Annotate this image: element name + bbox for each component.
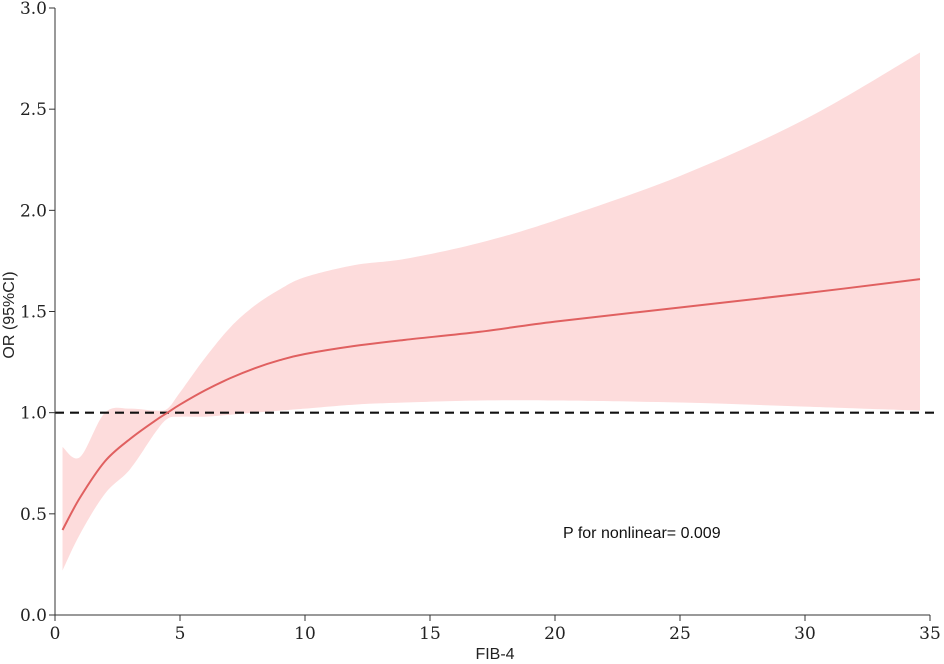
y-tick-label: 1.5 [20, 303, 47, 323]
x-axis-title: FIB-4 [475, 646, 514, 663]
x-tick-label: 35 [919, 624, 941, 644]
x-tick-label: 20 [544, 624, 566, 644]
y-tick-label: 2.0 [20, 201, 47, 221]
y-tick-label: 0.5 [20, 505, 47, 525]
y-tick-label: 0.0 [20, 606, 47, 626]
y-tick-label: 3.0 [20, 0, 47, 19]
y-axis-title: OR (95%CI) [1, 271, 18, 358]
x-ticks: 0 5 10 15 20 25 30 35 [50, 615, 941, 644]
x-tick-label: 5 [175, 624, 186, 644]
fit-line [61, 278, 921, 531]
x-tick-label: 0 [50, 624, 61, 644]
y-tick-label: 2.5 [20, 100, 47, 120]
nonlinear-p-annotation: P for nonlinear= 0.009 [563, 525, 721, 542]
confidence-band [62, 52, 920, 571]
x-tick-label: 15 [419, 624, 441, 644]
y-tick-label: 1.0 [20, 404, 47, 424]
y-ticks: 0.0 0.5 1.0 1.5 2.0 2.5 3.0 [20, 0, 55, 626]
x-tick-label: 25 [669, 624, 691, 644]
x-tick-label: 30 [794, 624, 816, 644]
x-tick-label: 10 [294, 624, 316, 644]
